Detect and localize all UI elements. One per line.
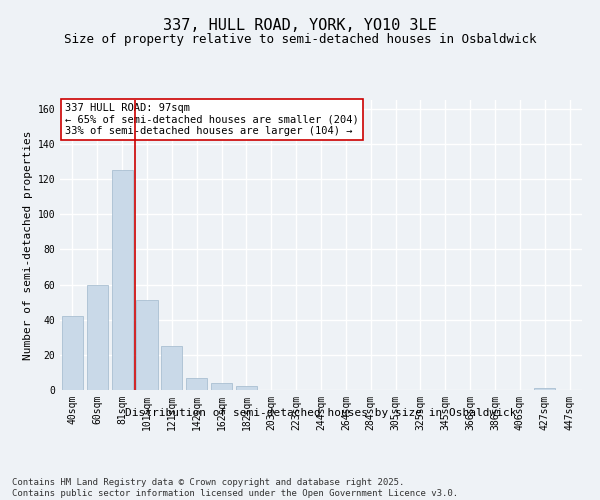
Bar <box>87 284 108 390</box>
Bar <box>161 346 182 390</box>
Bar <box>534 388 555 390</box>
Bar <box>62 316 83 390</box>
Text: Distribution of semi-detached houses by size in Osbaldwick: Distribution of semi-detached houses by … <box>125 408 517 418</box>
Text: Size of property relative to semi-detached houses in Osbaldwick: Size of property relative to semi-detach… <box>64 32 536 46</box>
Text: 337 HULL ROAD: 97sqm
← 65% of semi-detached houses are smaller (204)
33% of semi: 337 HULL ROAD: 97sqm ← 65% of semi-detac… <box>65 103 359 136</box>
Bar <box>236 386 257 390</box>
Bar <box>186 378 207 390</box>
Bar <box>112 170 133 390</box>
Bar <box>211 383 232 390</box>
Text: Contains HM Land Registry data © Crown copyright and database right 2025.
Contai: Contains HM Land Registry data © Crown c… <box>12 478 458 498</box>
Text: 337, HULL ROAD, YORK, YO10 3LE: 337, HULL ROAD, YORK, YO10 3LE <box>163 18 437 32</box>
Bar <box>136 300 158 390</box>
Y-axis label: Number of semi-detached properties: Number of semi-detached properties <box>23 130 34 360</box>
